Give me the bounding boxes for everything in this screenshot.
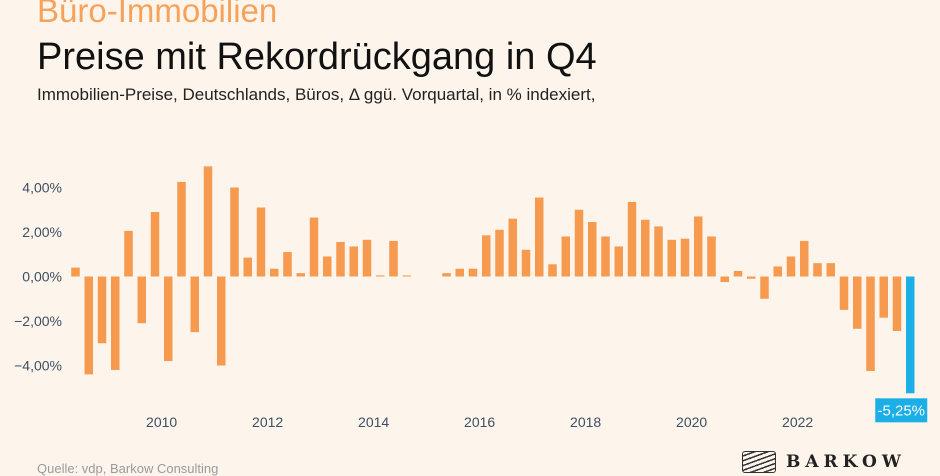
bar: [84, 276, 93, 375]
bar: [124, 230, 133, 277]
x-tick-label: 2018: [570, 414, 601, 430]
y-tick-label: 2,00%: [22, 224, 62, 240]
bar: [164, 276, 173, 362]
bar: [97, 276, 107, 344]
bar: [508, 218, 517, 277]
barkow-logo: BARKOW: [742, 450, 906, 474]
bar: [773, 266, 782, 277]
bar: [270, 268, 279, 277]
bar: [680, 238, 690, 277]
bar: [309, 217, 319, 277]
bar: [786, 256, 796, 277]
barkow-logo-text: BARKOW: [786, 452, 906, 472]
bar: [376, 275, 385, 277]
x-tick-label: 2020: [676, 414, 707, 430]
bar: [866, 276, 875, 372]
bar: [548, 264, 557, 277]
bar: [760, 276, 769, 299]
bar: [641, 219, 650, 277]
bar: [588, 221, 597, 277]
bar: [521, 249, 531, 277]
chart-title: Preise mit Rekordrückgang in Q4: [37, 36, 597, 78]
bar: [323, 256, 332, 277]
bar: [535, 197, 544, 277]
bar: [217, 276, 226, 366]
x-tick-label: 2012: [252, 414, 283, 430]
bar: [813, 263, 822, 277]
bar: [694, 216, 703, 277]
bar: [336, 242, 345, 277]
bar: [150, 211, 160, 277]
bar: [826, 263, 835, 277]
bar: [283, 252, 292, 277]
bar: [455, 268, 464, 277]
bar: [203, 166, 213, 277]
chart-kicker: Büro-Immobilien: [37, 0, 278, 29]
y-tick-label: −4,00%: [14, 358, 62, 374]
bar: [256, 207, 266, 277]
bar: [402, 275, 411, 277]
y-tick-label: −2,00%: [14, 313, 62, 329]
bar: [296, 273, 305, 277]
bar: [468, 268, 478, 277]
bar: [495, 229, 504, 277]
bar: [111, 276, 120, 370]
y-tick-label: 4,00%: [22, 180, 62, 196]
bar: [654, 226, 663, 277]
bar: [747, 276, 756, 279]
bar: [667, 239, 676, 277]
y-tick-label: 0,00%: [22, 269, 62, 285]
highlight-data-label: -5,25%: [877, 402, 925, 419]
x-tick-label: 2014: [358, 414, 389, 430]
bar: [389, 240, 398, 277]
bar: [892, 276, 902, 332]
bar: [627, 201, 637, 277]
bar: [853, 276, 862, 329]
source-note: Quelle: vdp, Barkow Consulting: [37, 461, 219, 476]
x-tick-label: 2022: [782, 414, 813, 430]
bar: [177, 181, 186, 277]
bar: [349, 246, 358, 277]
highlight-bar: [906, 276, 915, 394]
bar: [243, 257, 252, 277]
bar: [800, 240, 809, 277]
x-tick-label: 2010: [146, 414, 177, 430]
bar: [137, 276, 146, 324]
bar: [720, 276, 729, 283]
bar: [733, 270, 743, 277]
bar: [879, 276, 888, 318]
bar: [614, 246, 623, 277]
bar: [839, 276, 849, 310]
x-tick-label: 2016: [464, 414, 495, 430]
bar: [482, 235, 491, 277]
bar: [561, 236, 570, 277]
bar: [442, 273, 451, 277]
bar: [707, 236, 716, 277]
bar: [601, 236, 610, 277]
bar: [190, 276, 199, 333]
chart-subtitle: Immobilien-Preise, Deutschlands, Büros, …: [37, 85, 596, 104]
bar: [230, 187, 239, 277]
bar: [362, 239, 372, 277]
bar: [574, 209, 584, 277]
bar: [71, 267, 80, 277]
highlight-label-box: [875, 398, 928, 423]
